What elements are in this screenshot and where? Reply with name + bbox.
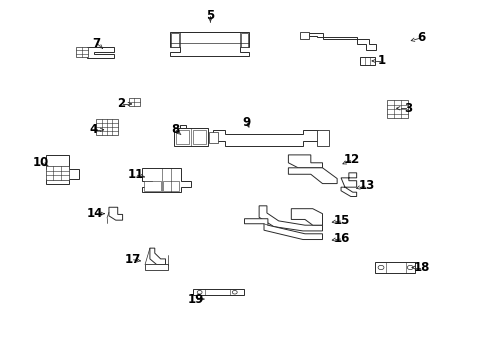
Polygon shape xyxy=(288,168,336,184)
Text: 13: 13 xyxy=(358,179,374,192)
Text: 14: 14 xyxy=(87,207,103,220)
Polygon shape xyxy=(259,206,322,231)
Text: 6: 6 xyxy=(416,31,424,45)
Bar xyxy=(300,32,308,39)
Text: 2: 2 xyxy=(117,98,125,111)
Polygon shape xyxy=(109,207,122,220)
Bar xyxy=(144,181,160,191)
Polygon shape xyxy=(308,33,375,50)
Text: 1: 1 xyxy=(377,54,386,67)
Polygon shape xyxy=(192,289,244,296)
Text: 9: 9 xyxy=(243,116,250,129)
Polygon shape xyxy=(288,155,322,168)
Bar xyxy=(145,264,168,270)
Text: 4: 4 xyxy=(89,123,97,136)
Bar xyxy=(173,129,207,145)
Bar xyxy=(209,132,218,143)
Text: 3: 3 xyxy=(403,102,411,115)
Polygon shape xyxy=(45,155,79,184)
Text: 8: 8 xyxy=(171,123,179,136)
Text: 17: 17 xyxy=(124,253,140,266)
Text: 11: 11 xyxy=(128,168,144,181)
Bar xyxy=(175,130,189,144)
Bar xyxy=(45,166,69,180)
Bar xyxy=(129,98,140,106)
Bar xyxy=(240,33,248,46)
Text: 18: 18 xyxy=(413,261,429,274)
Text: 19: 19 xyxy=(187,293,203,306)
Text: 5: 5 xyxy=(206,9,214,22)
Polygon shape xyxy=(170,32,249,56)
Polygon shape xyxy=(180,125,185,129)
Bar xyxy=(96,119,118,135)
Text: 10: 10 xyxy=(33,156,49,169)
Bar xyxy=(316,130,329,145)
Text: 15: 15 xyxy=(333,215,349,228)
Text: 12: 12 xyxy=(343,153,359,166)
Bar xyxy=(171,33,179,46)
Text: 7: 7 xyxy=(92,36,100,50)
Polygon shape xyxy=(142,168,190,192)
Bar xyxy=(193,130,205,144)
Polygon shape xyxy=(150,248,165,265)
Polygon shape xyxy=(244,219,322,239)
Polygon shape xyxy=(359,57,374,65)
Bar xyxy=(76,47,88,57)
Text: 16: 16 xyxy=(333,232,349,245)
Polygon shape xyxy=(374,262,414,273)
Polygon shape xyxy=(340,173,356,197)
Bar xyxy=(386,100,407,118)
Polygon shape xyxy=(87,47,114,58)
Bar xyxy=(162,181,179,191)
Polygon shape xyxy=(212,130,317,145)
Polygon shape xyxy=(291,209,322,225)
